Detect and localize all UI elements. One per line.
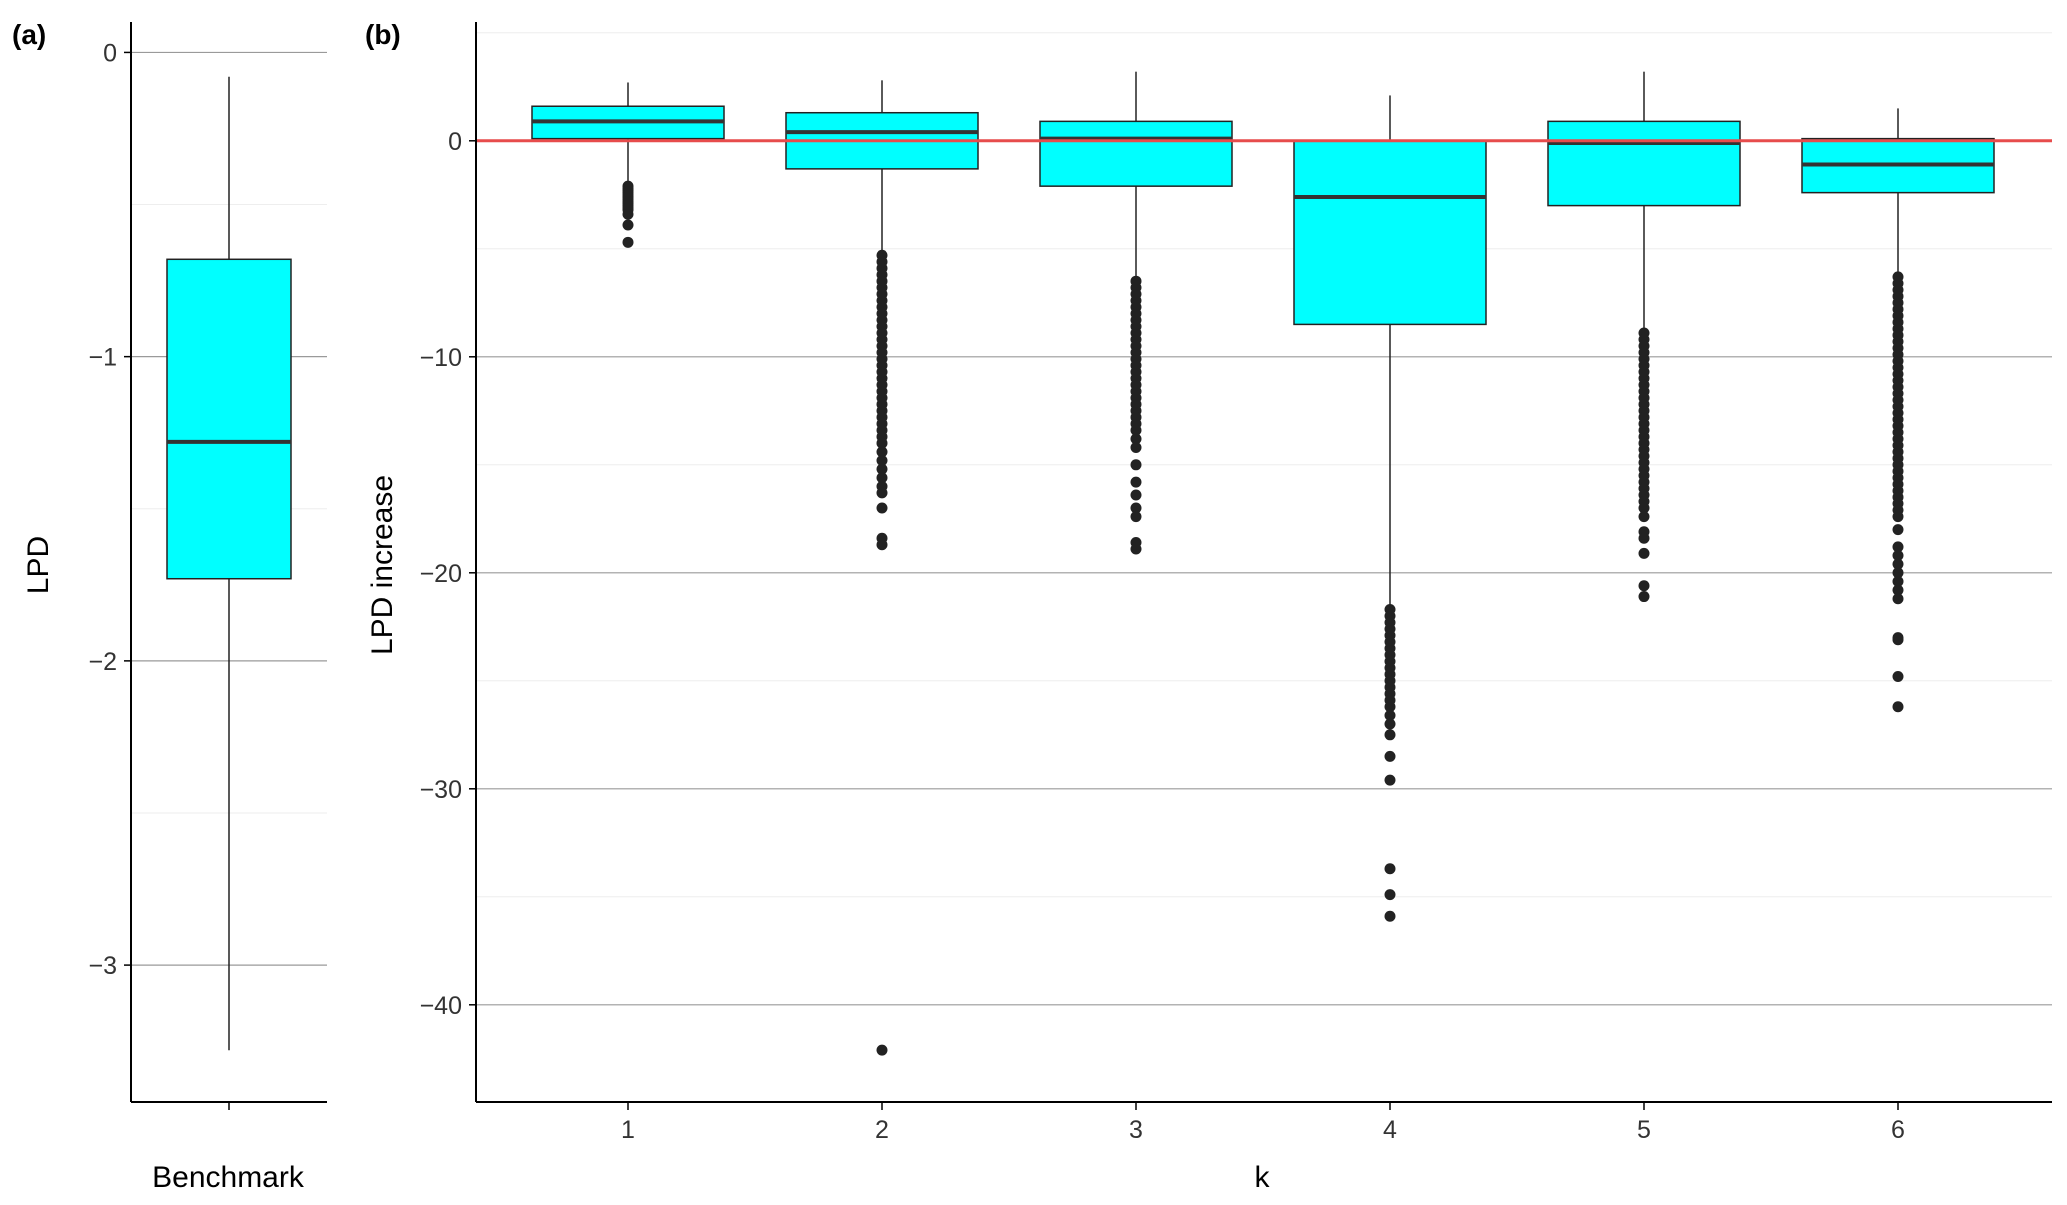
panel-a-y-tick-label: −2 <box>88 648 117 676</box>
outlier-point <box>1130 511 1142 523</box>
panel-b-boxes <box>531 71 1995 1056</box>
outlier-point <box>1130 459 1142 471</box>
outlier-point <box>1892 558 1904 570</box>
panel-b-y-axis-title: LPD increase <box>366 475 399 655</box>
panel-a-y-tick-label: 0 <box>103 39 117 67</box>
outlier-point <box>876 463 888 475</box>
outlier-point <box>1130 476 1142 488</box>
panel-a-label: (a) <box>12 19 46 50</box>
outlier-point <box>1638 502 1650 514</box>
panel-a-y-axis-title: LPD <box>22 536 55 594</box>
panel-a-y-ticks: 0 −1 −2 −3 <box>88 39 131 980</box>
outlier-point <box>1892 593 1904 605</box>
panel-a-y-tick-label: −1 <box>88 344 117 372</box>
box <box>1547 120 1741 207</box>
panel-b-x-tick-label: 6 <box>1891 1116 1905 1144</box>
outlier-point <box>876 539 888 551</box>
outlier-point <box>1892 541 1904 553</box>
outlier-point <box>1638 511 1650 523</box>
outlier-point <box>876 1044 888 1056</box>
outlier-point <box>1384 718 1396 730</box>
outlier-point <box>622 208 634 220</box>
outlier-point <box>622 236 634 248</box>
box <box>1293 140 1487 326</box>
panel-a-x-axis-title: Benchmark <box>152 1161 305 1194</box>
panel-b-x-axis-title: k <box>1255 1161 1271 1194</box>
outlier-point <box>1130 433 1142 445</box>
outlier-point <box>1130 489 1142 501</box>
panel-b-x-tick-label: 3 <box>1129 1116 1143 1144</box>
outlier-point <box>1384 709 1396 721</box>
box <box>166 258 292 580</box>
outlier-point <box>1638 547 1650 559</box>
outlier-point <box>1638 591 1650 603</box>
outlier-point <box>1892 584 1904 596</box>
outlier-point <box>1384 774 1396 786</box>
panel-a-y-tick-label: −3 <box>88 952 117 980</box>
outlier-point <box>1638 532 1650 544</box>
panel-b-y-tick-label: 0 <box>448 128 462 156</box>
outlier-point <box>1384 910 1396 922</box>
outlier-point <box>1892 524 1904 536</box>
panel-b: (b) 0 −10 −20 −30 −40 1 2 3 4 5 6 k LPD increase <box>365 19 2052 1194</box>
outlier-point <box>876 502 888 514</box>
box <box>1039 120 1233 187</box>
outlier-point <box>1892 550 1904 562</box>
panel-b-y-tick-label: −10 <box>420 344 462 372</box>
outlier-point <box>1638 580 1650 592</box>
panel-b-y-tick-label: −40 <box>420 992 462 1020</box>
panel-b-y-tick-label: −20 <box>420 560 462 588</box>
outlier-point <box>1130 543 1142 555</box>
panel-b-x-tick-label: 4 <box>1383 1116 1397 1144</box>
outlier-point <box>1384 863 1396 875</box>
panel-b-x-tick-label: 2 <box>875 1116 889 1144</box>
outlier-point <box>1892 634 1904 646</box>
outlier-point <box>876 446 888 458</box>
outlier-point <box>876 437 888 449</box>
outlier-point <box>1384 701 1396 713</box>
outlier-point <box>1384 750 1396 762</box>
outlier-point <box>1384 889 1396 901</box>
outlier-point <box>876 472 888 484</box>
panel-a-axes <box>130 22 327 1110</box>
outlier-point <box>1892 701 1904 713</box>
outlier-point <box>1130 424 1142 436</box>
panel-b-x-tick-label: 5 <box>1637 1116 1651 1144</box>
panel-a-boxes <box>166 76 292 1051</box>
panel-b-x-ticks: 1 2 3 4 5 6 <box>621 1102 1905 1144</box>
outlier-point <box>1892 575 1904 587</box>
panel-b-x-tick-label: 1 <box>621 1116 635 1144</box>
outlier-point <box>876 454 888 466</box>
outlier-point <box>1892 567 1904 579</box>
outlier-point <box>622 219 634 231</box>
outlier-point <box>1130 442 1142 454</box>
outlier-point <box>1892 670 1904 682</box>
panel-b-y-ticks: 0 −10 −20 −30 −40 <box>420 128 476 1020</box>
panel-b-axes <box>475 22 2052 1103</box>
outlier-point <box>1892 511 1904 523</box>
outlier-point <box>876 487 888 499</box>
panel-a: (a) 0 −1 −2 −3 Benchmark LPD <box>12 19 327 1194</box>
panel-b-y-tick-label: −30 <box>420 776 462 804</box>
panel-b-label: (b) <box>365 19 401 50</box>
outlier-point <box>1384 729 1396 741</box>
outlier-point <box>1130 502 1142 514</box>
